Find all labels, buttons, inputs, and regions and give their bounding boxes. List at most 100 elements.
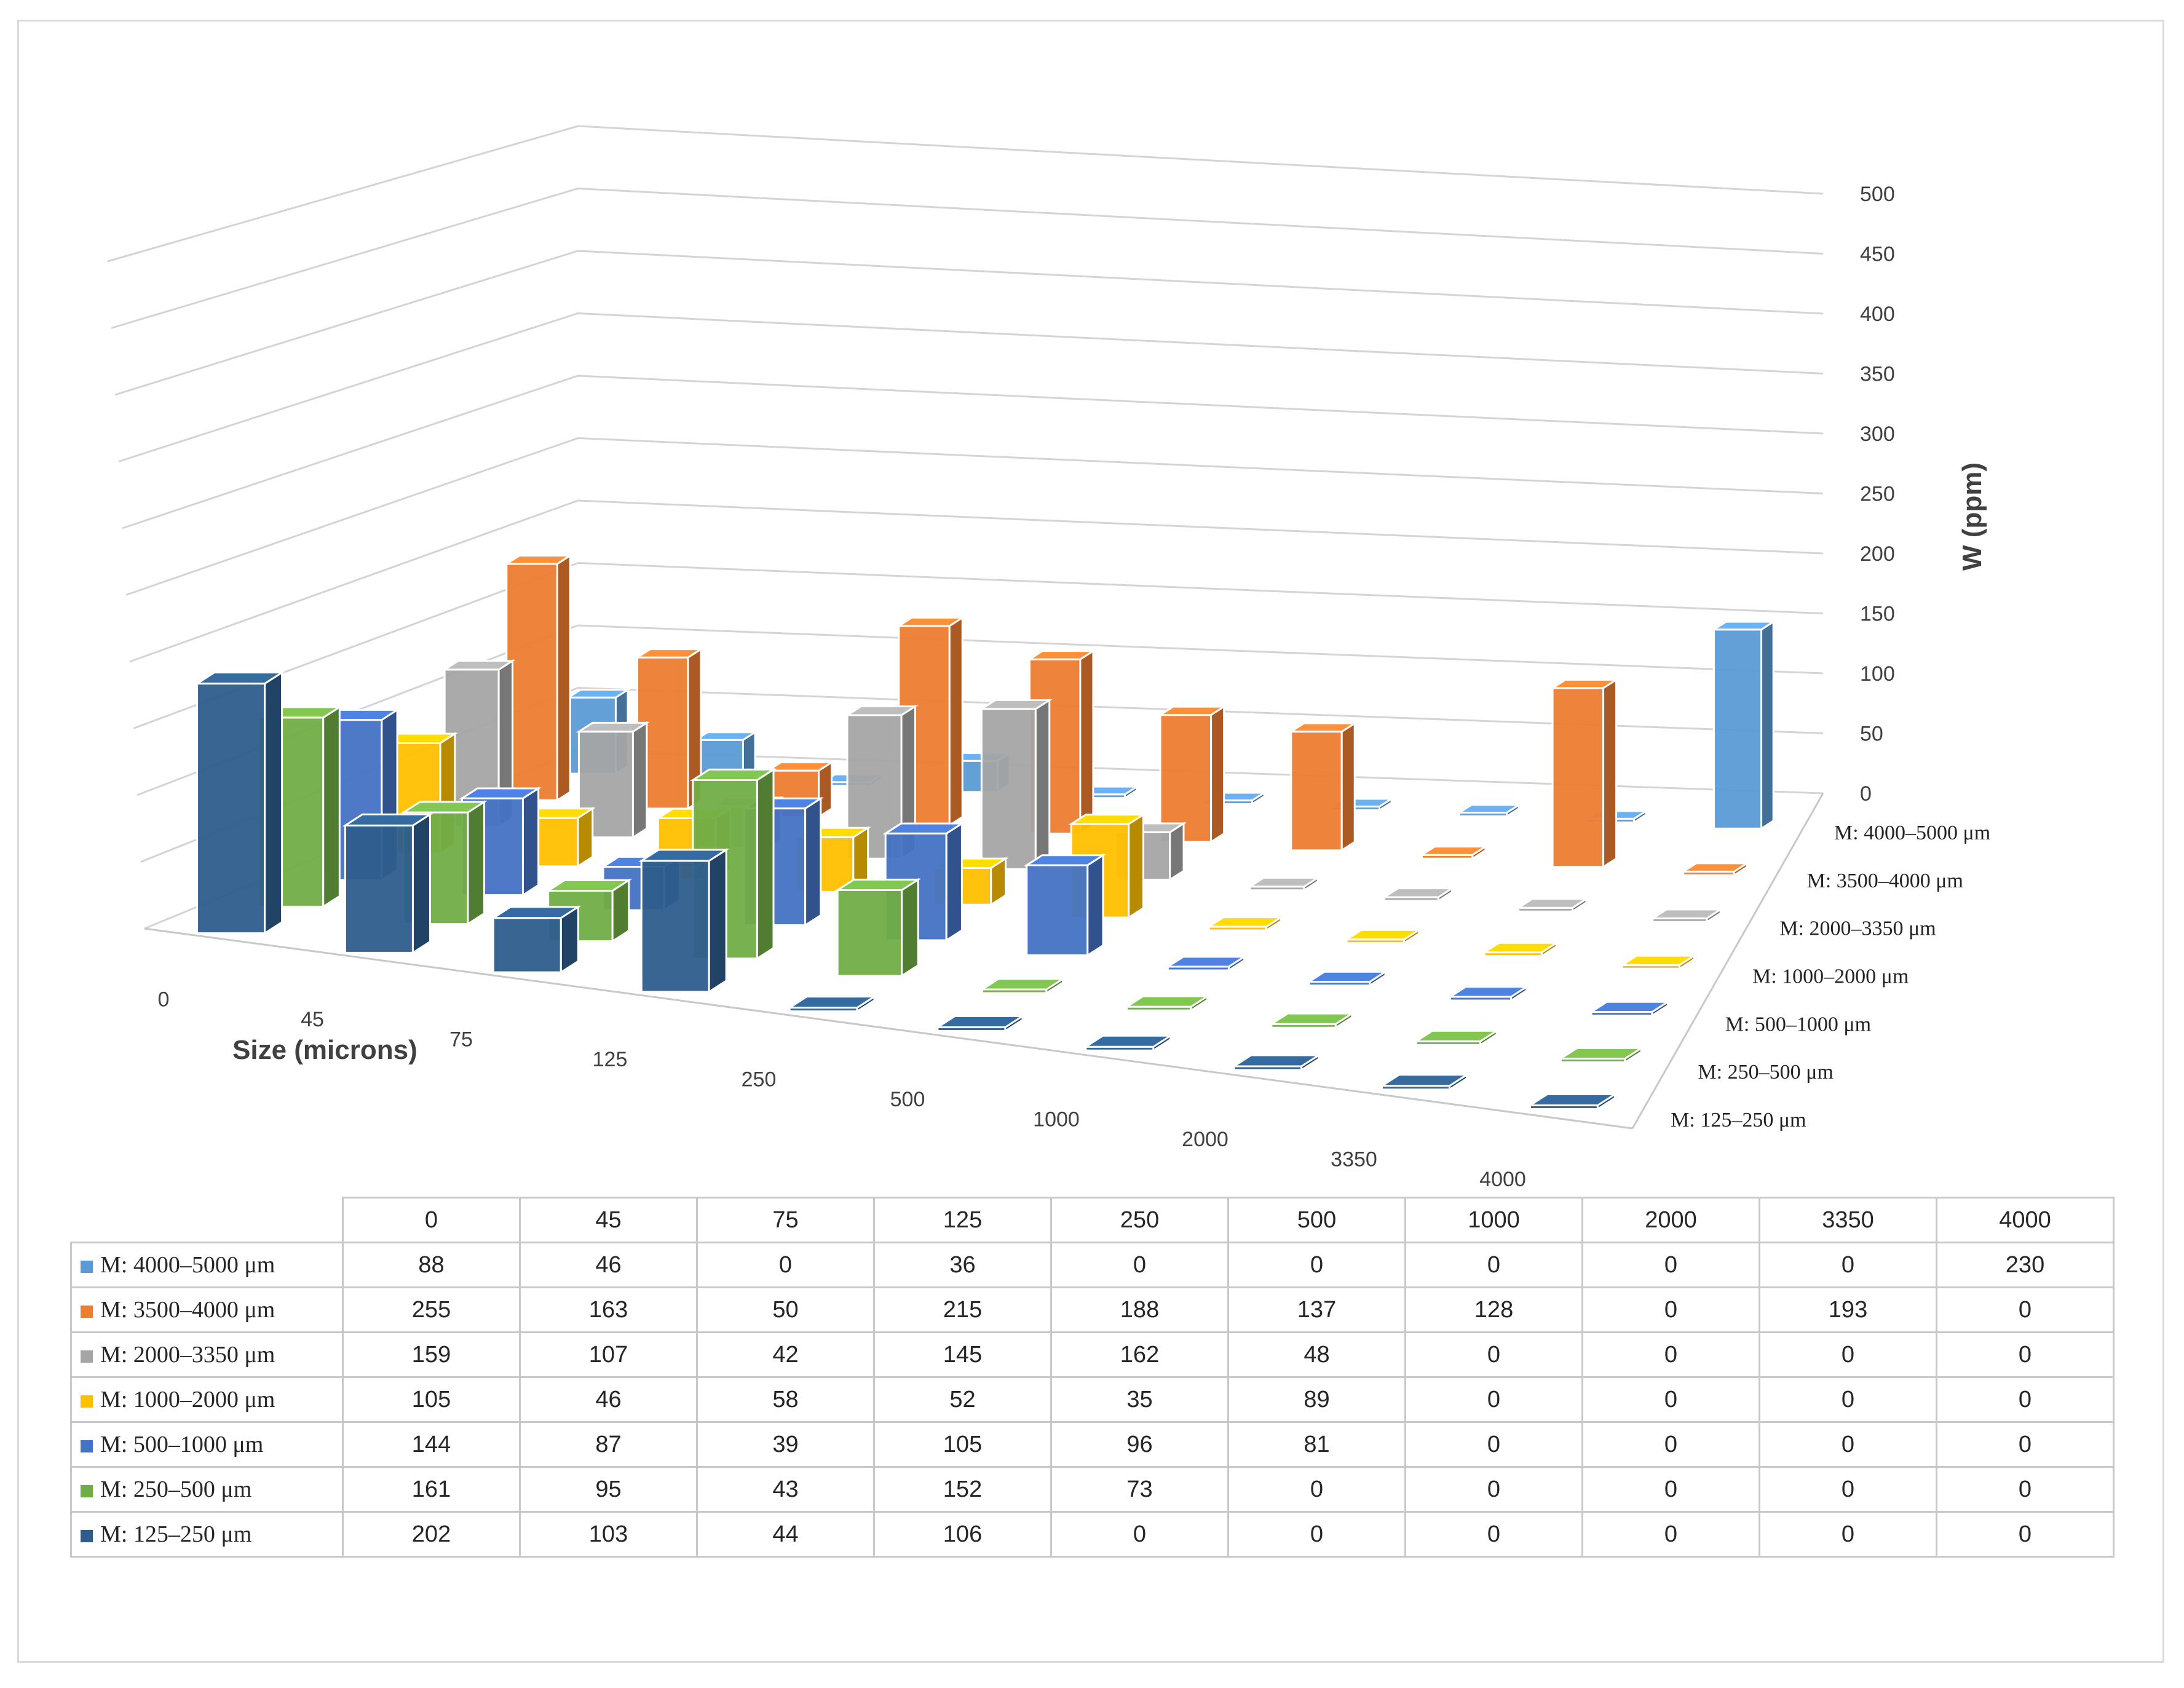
y-tick-label: 250: [1860, 483, 1895, 506]
bar: [1412, 1029, 1500, 1047]
table-row-header: M: 250–500 μm: [70, 1466, 344, 1513]
table-row-header: M: 4000–5000 μm: [70, 1242, 344, 1288]
legend-label: M: 250–500 μm: [100, 1476, 252, 1502]
table-cell: 46: [519, 1242, 698, 1288]
table-cell: 0: [1936, 1331, 2115, 1378]
bar: [1343, 928, 1422, 945]
bar: [1649, 908, 1724, 924]
bar: [1456, 803, 1522, 818]
gridline-250: [125, 437, 1824, 596]
series-tick-label: M: 250–500 μm: [1698, 1061, 1833, 1084]
table-cell: 42: [696, 1331, 875, 1378]
table-cell: 0: [1404, 1466, 1583, 1513]
gridline-350: [118, 312, 1824, 462]
bar: [1123, 994, 1211, 1012]
table-cell: 0: [1404, 1242, 1583, 1288]
bar: [638, 848, 730, 994]
bar: [1549, 678, 1620, 869]
bar: [1527, 1092, 1618, 1111]
bar: [1515, 897, 1590, 913]
bar: [1618, 954, 1698, 971]
bar: [1588, 1000, 1671, 1018]
table-cell: 0: [1050, 1511, 1229, 1558]
bar: [844, 704, 919, 860]
gridline-300: [122, 374, 1824, 529]
gridline-400: [114, 250, 1824, 396]
table-cell: 161: [342, 1466, 521, 1513]
table-cell: 0: [1227, 1511, 1406, 1558]
bar: [490, 905, 582, 974]
bar: [934, 1014, 1026, 1033]
table-row: M: 125–250 μm 202 103 44 106 0 0 0 0 0 0: [70, 1511, 2115, 1558]
table-cell: 96: [1050, 1421, 1229, 1468]
bar: [1711, 620, 1777, 831]
table-cell: 89: [1227, 1376, 1406, 1423]
table-cell: 0: [1227, 1466, 1406, 1513]
table-cell: 0: [1936, 1286, 2115, 1333]
table-cell: 0: [1581, 1376, 1760, 1423]
bar: [194, 670, 285, 935]
bar: [978, 698, 1053, 871]
bar: [342, 812, 433, 955]
legend-label: M: 4000–5000 μm: [100, 1252, 275, 1278]
bar: [1381, 886, 1455, 903]
table-row-header: M: 2000–3350 μm: [70, 1331, 344, 1378]
x-tick-label: 1000: [1033, 1108, 1080, 1131]
bars: [194, 553, 1777, 1111]
table-cell: 193: [1759, 1286, 1937, 1333]
table-cell: 0: [1936, 1421, 2115, 1468]
y-tick-label: 150: [1860, 603, 1895, 626]
legend-swatch: [81, 1485, 93, 1498]
table-cell: 215: [873, 1286, 1052, 1333]
table-corner: [71, 1197, 344, 1243]
table-cell: 58: [696, 1376, 875, 1423]
legend-label: M: 3500–4000 μm: [100, 1297, 275, 1323]
legend-swatch: [81, 1350, 93, 1363]
table-column-header: 0: [342, 1197, 521, 1243]
table-cell: 81: [1227, 1421, 1406, 1468]
bar: [1082, 1034, 1174, 1052]
series-tick-label: M: 3500–4000 μm: [1807, 870, 1963, 892]
bar: [1418, 845, 1489, 860]
table-cell: 202: [342, 1511, 521, 1558]
table-cell: 107: [519, 1331, 698, 1378]
table-cell: 0: [1581, 1466, 1760, 1513]
bar: [545, 878, 632, 943]
table-row: M: 2000–3350 μm 159 107 42 145 162 48 0 0 0 0: [70, 1331, 2115, 1378]
table-cell: 255: [342, 1286, 521, 1333]
floor-right-edge: [1631, 793, 1824, 1129]
table-row-header: M: 125–250 μm: [70, 1511, 344, 1558]
bar: [503, 553, 574, 802]
floor-front-edge: [144, 927, 1633, 1130]
x-tick-label: 4000: [1479, 1168, 1526, 1191]
bar: [634, 647, 705, 810]
table-row: M: 1000–2000 μm 105 46 58 52 35 89 0 0 0 0: [70, 1376, 2115, 1423]
table-cell: 0: [1581, 1242, 1760, 1288]
bar: [1557, 1046, 1645, 1064]
bar: [1447, 985, 1530, 1002]
bar: [1680, 862, 1751, 878]
bar: [834, 878, 922, 978]
series-tick-label: M: 4000–5000 μm: [1834, 822, 1990, 844]
table-cell: 105: [342, 1376, 521, 1423]
legend-swatch: [81, 1530, 93, 1543]
table-cell: 0: [1581, 1286, 1760, 1333]
table-cell: 48: [1227, 1331, 1406, 1378]
series-tick-label: M: 2000–3350 μm: [1779, 917, 1936, 940]
table-cell: 95: [519, 1466, 698, 1513]
y-tick-label: 0: [1860, 782, 1872, 806]
table-body: M: 4000–5000 μm 88 46 0 36 0 0 0 0 0 230 M: 3500–40…: [70, 1242, 2115, 1558]
series-tick-label: M: 500–1000 μm: [1725, 1013, 1871, 1036]
table-row: M: 4000–5000 μm 88 46 0 36 0 0 0 0 0 230: [70, 1242, 2115, 1288]
series-tick-label: M: 1000–2000 μm: [1752, 965, 1909, 988]
x-tick-label: 125: [593, 1048, 628, 1071]
table-column-header: 2000: [1581, 1197, 1760, 1243]
table-cell: 88: [342, 1242, 521, 1288]
table-column-header: 125: [873, 1197, 1052, 1243]
table-cell: 0: [1759, 1242, 1937, 1288]
y-tick-label: 300: [1860, 422, 1895, 446]
bar: [1481, 941, 1560, 958]
table-row-header: M: 500–1000 μm: [70, 1421, 344, 1468]
legend-label: M: 2000–3350 μm: [100, 1342, 275, 1368]
legend-swatch: [81, 1261, 93, 1274]
